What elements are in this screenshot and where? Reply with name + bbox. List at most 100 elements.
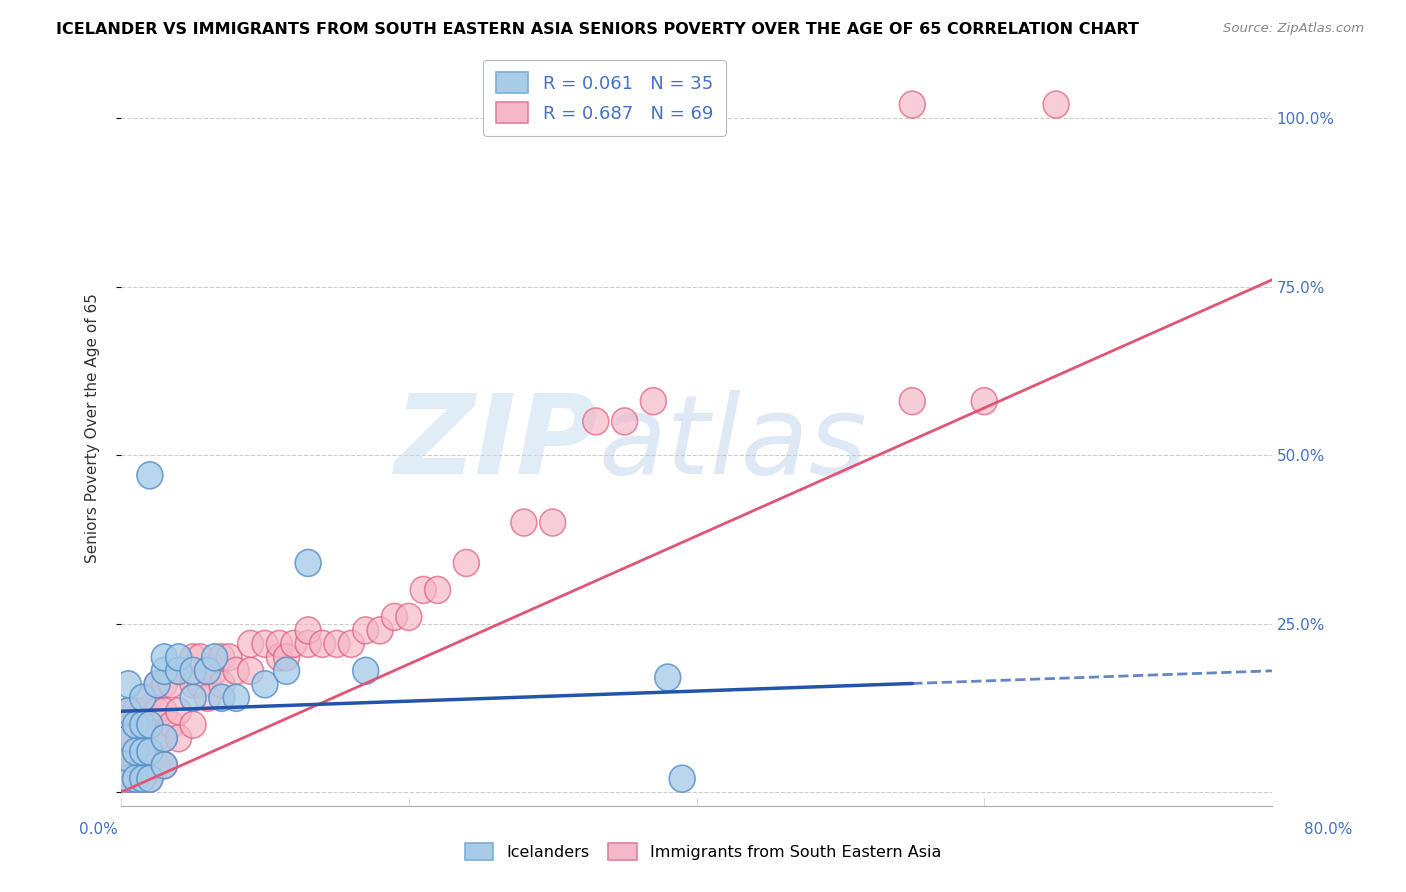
Ellipse shape xyxy=(295,631,321,657)
Ellipse shape xyxy=(367,617,394,644)
Ellipse shape xyxy=(453,549,479,576)
Ellipse shape xyxy=(115,725,141,752)
Ellipse shape xyxy=(122,752,149,779)
Ellipse shape xyxy=(238,657,263,684)
Ellipse shape xyxy=(129,765,156,792)
Ellipse shape xyxy=(152,725,177,752)
Ellipse shape xyxy=(540,509,565,536)
Ellipse shape xyxy=(115,765,141,792)
Ellipse shape xyxy=(115,671,141,698)
Ellipse shape xyxy=(145,671,170,698)
Ellipse shape xyxy=(129,698,156,725)
Ellipse shape xyxy=(129,765,156,792)
Ellipse shape xyxy=(655,664,681,691)
Ellipse shape xyxy=(115,698,141,725)
Ellipse shape xyxy=(122,711,149,739)
Ellipse shape xyxy=(129,752,156,779)
Ellipse shape xyxy=(295,549,321,576)
Ellipse shape xyxy=(136,765,163,792)
Ellipse shape xyxy=(129,684,156,711)
Ellipse shape xyxy=(115,745,141,772)
Ellipse shape xyxy=(217,644,242,671)
Ellipse shape xyxy=(396,603,422,631)
Ellipse shape xyxy=(122,765,149,792)
Ellipse shape xyxy=(152,752,177,779)
Ellipse shape xyxy=(152,657,177,684)
Ellipse shape xyxy=(159,711,184,739)
Ellipse shape xyxy=(180,711,207,739)
Ellipse shape xyxy=(209,671,235,698)
Ellipse shape xyxy=(353,617,378,644)
Ellipse shape xyxy=(209,644,235,671)
Ellipse shape xyxy=(152,644,177,671)
Ellipse shape xyxy=(136,684,163,711)
Ellipse shape xyxy=(425,576,450,603)
Ellipse shape xyxy=(129,739,156,765)
Ellipse shape xyxy=(115,765,141,792)
Ellipse shape xyxy=(115,739,141,765)
Ellipse shape xyxy=(309,631,336,657)
Ellipse shape xyxy=(136,462,163,489)
Ellipse shape xyxy=(180,657,207,684)
Ellipse shape xyxy=(209,684,235,711)
Ellipse shape xyxy=(353,657,378,684)
Text: 0.0%: 0.0% xyxy=(79,822,118,837)
Text: Source: ZipAtlas.com: Source: ZipAtlas.com xyxy=(1223,22,1364,36)
Ellipse shape xyxy=(180,644,207,671)
Ellipse shape xyxy=(129,725,156,752)
Ellipse shape xyxy=(187,671,214,698)
Ellipse shape xyxy=(252,631,278,657)
Legend: R = 0.061   N = 35, R = 0.687   N = 69: R = 0.061 N = 35, R = 0.687 N = 69 xyxy=(484,60,725,136)
Ellipse shape xyxy=(640,388,666,415)
Ellipse shape xyxy=(1043,91,1069,118)
Ellipse shape xyxy=(122,739,149,765)
Ellipse shape xyxy=(224,657,249,684)
Ellipse shape xyxy=(136,711,163,739)
Ellipse shape xyxy=(669,765,695,792)
Ellipse shape xyxy=(152,725,177,752)
Ellipse shape xyxy=(122,765,149,792)
Ellipse shape xyxy=(115,752,141,779)
Ellipse shape xyxy=(145,698,170,725)
Ellipse shape xyxy=(187,644,214,671)
Ellipse shape xyxy=(136,765,163,792)
Ellipse shape xyxy=(115,725,141,752)
Ellipse shape xyxy=(194,657,221,684)
Ellipse shape xyxy=(122,739,149,765)
Text: 80.0%: 80.0% xyxy=(1305,822,1353,837)
Legend: Icelanders, Immigrants from South Eastern Asia: Icelanders, Immigrants from South Easter… xyxy=(458,837,948,866)
Ellipse shape xyxy=(152,671,177,698)
Ellipse shape xyxy=(180,684,207,711)
Ellipse shape xyxy=(129,711,156,739)
Ellipse shape xyxy=(145,671,170,698)
Ellipse shape xyxy=(612,408,637,435)
Ellipse shape xyxy=(201,644,228,671)
Ellipse shape xyxy=(152,698,177,725)
Ellipse shape xyxy=(295,617,321,644)
Ellipse shape xyxy=(201,657,228,684)
Text: ZIP: ZIP xyxy=(395,390,599,497)
Ellipse shape xyxy=(136,739,163,765)
Ellipse shape xyxy=(194,684,221,711)
Ellipse shape xyxy=(900,91,925,118)
Ellipse shape xyxy=(238,631,263,657)
Ellipse shape xyxy=(510,509,537,536)
Ellipse shape xyxy=(166,725,191,752)
Ellipse shape xyxy=(115,698,141,725)
Ellipse shape xyxy=(323,631,350,657)
Text: atlas: atlas xyxy=(599,390,868,497)
Ellipse shape xyxy=(166,698,191,725)
Ellipse shape xyxy=(900,388,925,415)
Ellipse shape xyxy=(122,711,149,739)
Ellipse shape xyxy=(166,657,191,684)
Ellipse shape xyxy=(411,576,436,603)
Ellipse shape xyxy=(145,725,170,752)
Ellipse shape xyxy=(266,644,292,671)
Ellipse shape xyxy=(972,388,997,415)
Ellipse shape xyxy=(281,631,307,657)
Ellipse shape xyxy=(266,631,292,657)
Ellipse shape xyxy=(166,657,191,684)
Ellipse shape xyxy=(145,752,170,779)
Ellipse shape xyxy=(274,644,299,671)
Ellipse shape xyxy=(194,657,221,684)
